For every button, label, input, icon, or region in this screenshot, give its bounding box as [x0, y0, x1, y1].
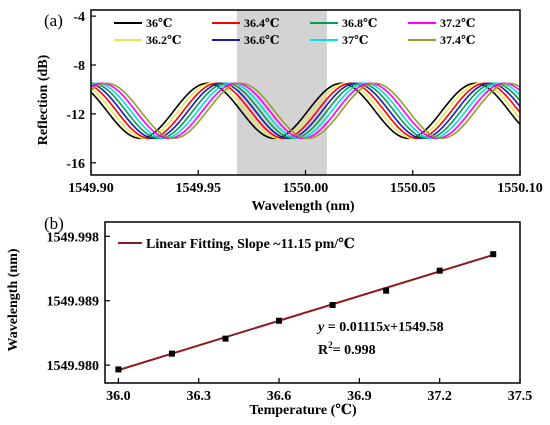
panel-b-ytick-label: 1549.998 — [47, 230, 100, 245]
equation-x: x — [382, 320, 390, 335]
panel-b-xtick-label: 37.5 — [508, 389, 533, 404]
panel-b-ylabel: Wavelength (nm) — [6, 248, 21, 351]
panel-b-equation: y = 0.01115x+1549.58 — [316, 320, 444, 335]
panel-b-ytick-label: 1549.980 — [47, 359, 100, 374]
panel-a-xtick-label: 1550.05 — [390, 181, 436, 196]
panel-a-shaded-band — [236, 10, 327, 175]
panel-b-xtick-label: 37.2 — [427, 389, 452, 404]
panel-a-ytick-label: -4 — [73, 10, 85, 25]
panel-b-xtick-label: 36.9 — [347, 389, 372, 404]
equation-intercept: +1549.58 — [390, 320, 443, 335]
r2-superscript: 2 — [328, 340, 333, 350]
data-point — [329, 302, 336, 309]
panel-b-data-points — [115, 251, 497, 373]
panel-b-fit-line — [118, 253, 494, 372]
panel-a-spectra — [90, 82, 521, 140]
data-point — [490, 251, 497, 258]
legend-label: 36.2℃ — [146, 33, 181, 47]
data-point — [276, 317, 283, 324]
data-point — [436, 267, 443, 274]
legend-label: 37.2℃ — [440, 16, 475, 30]
panel-b-label: (b) — [44, 214, 64, 233]
panel-a-legend: 36℃ 36.4℃ 36.8℃ 37.2℃ 36.2℃ 36.6℃ 37℃ 37.4℃ — [114, 16, 475, 47]
panel-b-ticks: 36.0 36.3 36.6 36.9 37.2 37.5 1549.980 1549.989… — [47, 230, 533, 404]
data-point — [115, 366, 122, 373]
panel-a-plot: 1549.90 1549.95 1550.00 1550.05 1550.10 -4 -8 -… — [66, 9, 543, 196]
panel-a-ticks: 1549.90 1549.95 1550.00 1550.05 1550.10 -4 -8 -… — [66, 10, 542, 196]
panel-a-ylabel: Reflection (dB) — [36, 54, 51, 145]
panel-b-xtick-label: 36.6 — [267, 389, 292, 404]
legend-label: 37.4℃ — [440, 33, 475, 47]
legend-label: 37℃ — [342, 33, 368, 47]
panel-a-ytick-label: -8 — [73, 59, 85, 74]
equation-coefficient: = 0.01115 — [324, 320, 383, 335]
legend-label: 36.6℃ — [244, 33, 279, 47]
panel-a-ytick-label: -16 — [66, 157, 85, 172]
data-point — [383, 287, 390, 294]
spectrum-37-4 — [90, 82, 521, 140]
data-point — [168, 350, 175, 357]
legend-label: 36.8℃ — [342, 16, 377, 30]
panel-b-xtick-label: 36.0 — [106, 389, 131, 404]
legend-label: 36℃ — [146, 16, 172, 30]
legend-label: 36.4℃ — [244, 16, 279, 30]
panel-b-frame — [104, 221, 521, 384]
panel-a-xtick-label: 1550.00 — [283, 181, 329, 196]
r2-value: = 0.998 — [333, 343, 376, 358]
panel-b-fit-legend: Linear Fitting, Slope ~11.15 pm/℃ — [146, 237, 355, 252]
panel-b-ytick-label: 1549.989 — [47, 295, 100, 310]
spectrum-36-2 — [90, 82, 521, 140]
panel-a-ytick-label: -12 — [66, 108, 85, 123]
panel-b-xtick-label: 36.3 — [186, 389, 211, 404]
r2-label: R — [318, 343, 329, 358]
panel-b-plot: 36.0 36.3 36.6 36.9 37.2 37.5 1549.980 1549.989… — [47, 221, 533, 404]
data-point — [222, 335, 229, 342]
spectrum-36-0 — [90, 82, 521, 140]
panel-a-xtick-label: 1550.10 — [497, 181, 543, 196]
panel-a-xlabel: Wavelength (nm) — [251, 199, 354, 214]
panel-b-r2: R2= 0.998 — [318, 340, 376, 358]
panel-a-xtick-label: 1549.90 — [68, 181, 114, 196]
panel-a-label: (a) — [44, 11, 63, 30]
panel-a-xtick-label: 1549.95 — [176, 181, 222, 196]
spectrum-37-0 — [90, 82, 521, 140]
equation-y: y — [316, 320, 325, 335]
panel-b-xlabel: Temperature (℃) — [249, 403, 357, 418]
